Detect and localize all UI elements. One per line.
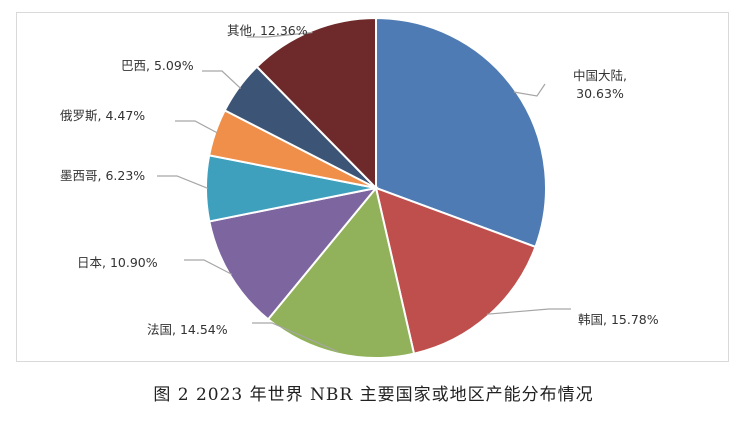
slice-label-6: 俄罗斯, 4.47% [60, 108, 145, 123]
chart-frame: 中国大陆, 30.63% 韩国, 15.78% 法国, 14.54% 日本, 10.90… [16, 12, 729, 362]
pie-slice-3 [266, 185, 416, 359]
pie-slice-4 [208, 186, 379, 321]
leader-line-1 [513, 83, 546, 97]
slice-label-7: 巴西, 5.09% [121, 58, 194, 73]
pie-slice-1 [375, 16, 547, 249]
leader-line-4 [184, 259, 233, 275]
leader-line-3 [252, 322, 338, 353]
pie-slice-8 [255, 16, 377, 191]
slice-label-2: 韩国, 15.78% [578, 312, 659, 327]
slice-label-5: 墨西哥, 6.23% [60, 168, 145, 183]
leader-line-2 [486, 308, 571, 315]
pie-slice-2 [374, 186, 537, 355]
leader-line-5 [157, 175, 209, 189]
slice-label-8: 其他, 12.36% [227, 23, 308, 38]
slice-label-4: 日本, 10.90% [77, 255, 158, 270]
slice-label-3: 法国, 14.54% [147, 322, 228, 337]
leader-line-6 [175, 120, 218, 134]
leader-line-7 [202, 70, 242, 89]
slice-label-1: 中国大陆, 30.63% [573, 68, 627, 101]
pie-chart: 中国大陆, 30.63% 韩国, 15.78% 法国, 14.54% 日本, 10.90… [60, 16, 659, 359]
leader-line-8 [247, 31, 313, 38]
figure-caption: 图 2 2023 年世界 NBR 主要国家或地区产能分布情况 [153, 385, 594, 405]
